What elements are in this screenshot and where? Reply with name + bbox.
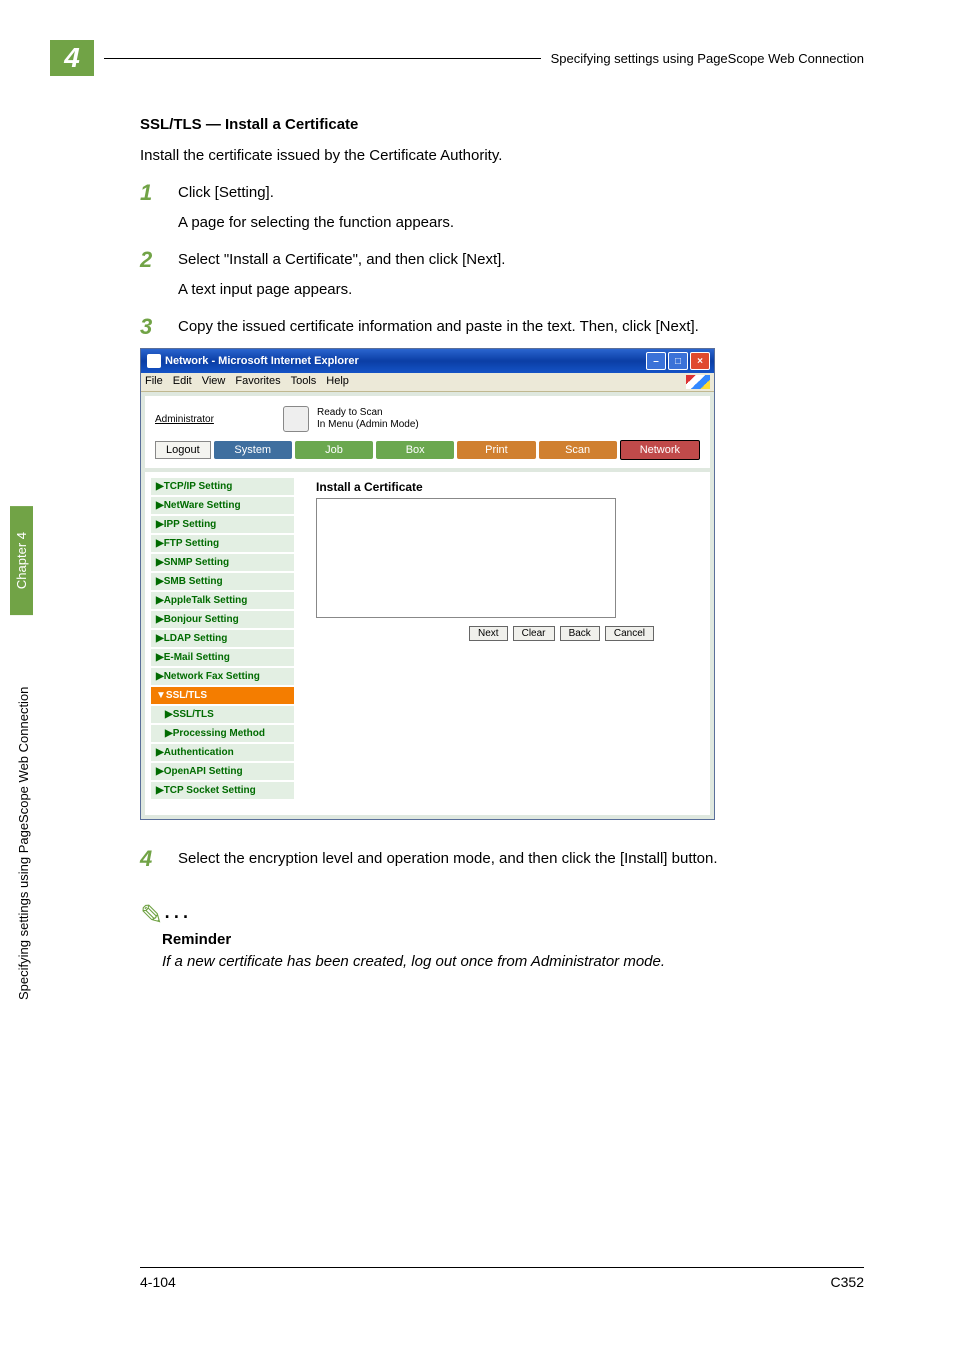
tab-job[interactable]: Job — [295, 441, 373, 459]
nav-netware[interactable]: ▶NetWare Setting — [151, 497, 294, 514]
logout-button[interactable]: Logout — [155, 441, 211, 459]
nav-snmp[interactable]: ▶SNMP Setting — [151, 554, 294, 571]
reminder-body: If a new certificate has been created, l… — [162, 951, 864, 972]
status-line2: In Menu (Admin Mode) — [317, 419, 419, 431]
nav-ipp[interactable]: ▶IPP Setting — [151, 516, 294, 533]
tab-print[interactable]: Print — [457, 441, 535, 459]
header-row: 4 Specifying settings using PageScope We… — [50, 40, 864, 76]
tab-network[interactable]: Network — [620, 440, 700, 460]
footer-page-number: 4-104 — [140, 1274, 176, 1290]
clear-button[interactable]: Clear — [513, 626, 555, 641]
ie-page-content: Administrator Ready to Scan In Menu (Adm… — [141, 392, 714, 819]
nav-tcpip[interactable]: ▶TCP/IP Setting — [151, 478, 294, 495]
administrator-label: Administrator — [155, 414, 275, 425]
tab-scan[interactable]: Scan — [539, 441, 617, 459]
nav-appletalk[interactable]: ▶AppleTalk Setting — [151, 592, 294, 609]
step-text: Click [Setting]. — [178, 182, 864, 203]
cancel-button[interactable]: Cancel — [605, 626, 654, 641]
page-footer: 4-104 C352 — [140, 1267, 864, 1290]
nav-networkfax[interactable]: ▶Network Fax Setting — [151, 668, 294, 685]
nav-ftp[interactable]: ▶FTP Setting — [151, 535, 294, 552]
back-button[interactable]: Back — [560, 626, 600, 641]
section-title: SSL/TLS — Install a Certificate — [140, 116, 864, 133]
step-number: 1 — [140, 182, 160, 204]
step-number: 3 — [140, 316, 160, 338]
menu-favorites[interactable]: Favorites — [235, 375, 280, 389]
side-chapter-box: Chapter 4 — [10, 506, 33, 615]
right-pane: Install a Certificate Next Clear Back Ca… — [300, 472, 710, 807]
header-title: Specifying settings using PageScope Web … — [551, 51, 864, 66]
pane-title: Install a Certificate — [316, 480, 694, 494]
step-3: 3 Copy the issued certificate informatio… — [140, 316, 864, 338]
minimize-icon[interactable]: – — [646, 352, 666, 370]
menu-tools[interactable]: Tools — [291, 375, 317, 389]
step-text: Select the encryption level and operatio… — [178, 848, 864, 869]
ie-window: Network - Microsoft Internet Explorer – … — [140, 348, 715, 820]
windows-flag-icon — [686, 375, 710, 389]
left-nav: ▶TCP/IP Setting ▶NetWare Setting ▶IPP Se… — [145, 472, 300, 807]
ie-app-icon — [147, 354, 161, 368]
nav-bonjour[interactable]: ▶Bonjour Setting — [151, 611, 294, 628]
admin-header-strip: Administrator Ready to Scan In Menu (Adm… — [141, 392, 714, 436]
status-line1: Ready to Scan — [317, 407, 419, 419]
step-text: Select "Install a Certificate", and then… — [178, 249, 864, 270]
nav-ldap[interactable]: ▶LDAP Setting — [151, 630, 294, 647]
main-split: ▶TCP/IP Setting ▶NetWare Setting ▶IPP Se… — [141, 472, 714, 819]
reminder-heading: Reminder — [162, 931, 864, 948]
next-button[interactable]: Next — [469, 626, 508, 641]
nav-openapi[interactable]: ▶OpenAPI Setting — [151, 763, 294, 780]
chapter-number-box: 4 — [50, 40, 94, 76]
note-icon: ✎ — [140, 899, 163, 930]
step-number: 2 — [140, 249, 160, 271]
step-number: 4 — [140, 848, 160, 870]
nav-authentication[interactable]: ▶Authentication — [151, 744, 294, 761]
side-vertical-label: Specifying settings using PageScope Web … — [16, 687, 31, 1000]
nav-ssltls-group[interactable]: ▼SSL/TLS — [151, 687, 294, 704]
step-1: 1 Click [Setting]. — [140, 182, 864, 204]
tab-system[interactable]: System — [214, 441, 292, 459]
embedded-screenshot: Network - Microsoft Internet Explorer – … — [140, 348, 864, 820]
menu-edit[interactable]: Edit — [173, 375, 192, 389]
certificate-textarea[interactable] — [316, 498, 616, 618]
nav-ssltls[interactable]: ▶SSL/TLS — [151, 706, 294, 723]
printer-icon — [283, 406, 309, 432]
step-2: 2 Select "Install a Certificate", and th… — [140, 249, 864, 271]
nav-email[interactable]: ▶E-Mail Setting — [151, 649, 294, 666]
maximize-icon[interactable]: □ — [668, 352, 688, 370]
tab-toolbar: Logout System Job Box Print Scan Network — [141, 436, 714, 472]
ie-titlebar: Network - Microsoft Internet Explorer – … — [141, 349, 714, 373]
reminder-block: ✎... Reminder If a new certificate has b… — [140, 894, 864, 972]
menu-view[interactable]: View — [202, 375, 226, 389]
pane-buttons-row: Next Clear Back Cancel — [316, 626, 694, 641]
menu-file[interactable]: File — [145, 375, 163, 389]
ie-menubar: File Edit View Favorites Tools Help — [141, 373, 714, 392]
menu-help[interactable]: Help — [326, 375, 349, 389]
step-2-sub: A text input page appears. — [178, 279, 864, 300]
nav-processing-method[interactable]: ▶Processing Method — [151, 725, 294, 742]
tab-box[interactable]: Box — [376, 441, 454, 459]
header-rule — [104, 58, 541, 59]
step-4: 4 Select the encryption level and operat… — [140, 848, 864, 870]
step-text: Copy the issued certificate information … — [178, 316, 864, 337]
nav-smb[interactable]: ▶SMB Setting — [151, 573, 294, 590]
device-status: Ready to Scan In Menu (Admin Mode) — [317, 407, 419, 431]
note-dots-icon: ... — [163, 894, 191, 924]
nav-tcpsocket[interactable]: ▶TCP Socket Setting — [151, 782, 294, 799]
section-intro: Install the certificate issued by the Ce… — [140, 147, 864, 164]
step-1-sub: A page for selecting the function appear… — [178, 212, 864, 233]
footer-model: C352 — [831, 1274, 864, 1290]
ie-title-text: Network - Microsoft Internet Explorer — [165, 355, 359, 367]
close-icon[interactable]: × — [690, 352, 710, 370]
